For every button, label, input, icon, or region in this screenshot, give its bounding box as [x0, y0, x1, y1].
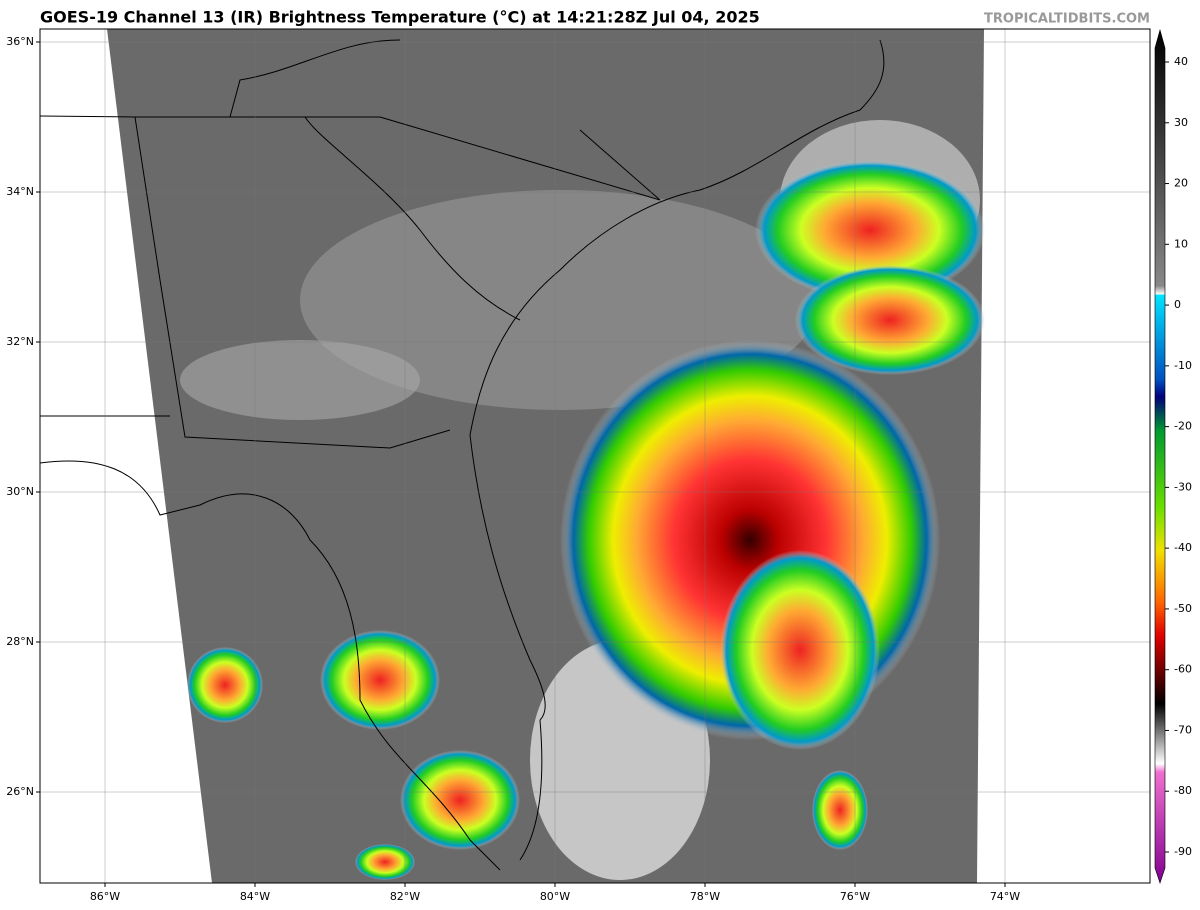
colorbar-tick-label: -20 — [1174, 420, 1192, 433]
graticule — [36, 29, 1150, 887]
lon-tick-label: 84°W — [240, 890, 270, 903]
lat-tick-label: 28°N — [6, 635, 34, 648]
map-frame — [39, 28, 1151, 884]
lat-tick-label: 26°N — [6, 785, 34, 798]
colorbar-tick-label: -30 — [1174, 480, 1192, 493]
colorbar-tick-label: 10 — [1174, 237, 1188, 250]
colorbar-tick-label: -80 — [1174, 784, 1192, 797]
colorbar — [1154, 28, 1166, 884]
colorbar-tick-label: -90 — [1174, 845, 1192, 858]
colorbar-tick-label: -70 — [1174, 723, 1192, 736]
colorbar-tick-label: 40 — [1174, 55, 1188, 68]
colorbar-tick-label: -40 — [1174, 541, 1192, 554]
lon-tick-label: 74°W — [990, 890, 1020, 903]
lat-tick-label: 36°N — [6, 35, 34, 48]
title: GOES-19 Channel 13 (IR) Brightness Tempe… — [40, 8, 760, 27]
colorbar-tick-label: -60 — [1174, 663, 1192, 676]
lon-tick-label: 86°W — [90, 890, 120, 903]
lat-tick-label: 34°N — [6, 185, 34, 198]
lon-tick-label: 76°W — [840, 890, 870, 903]
watermark: TROPICALTIDBITS.COM — [984, 12, 1150, 27]
lon-tick-label: 82°W — [390, 890, 420, 903]
lon-tick-label: 80°W — [540, 890, 570, 903]
satellite-image — [40, 29, 1150, 883]
colorbar-tick-label: 30 — [1174, 116, 1188, 129]
colorbar-tick-label: -10 — [1174, 359, 1192, 372]
colorbar-tick-label: 20 — [1174, 177, 1188, 190]
lon-tick-label: 78°W — [690, 890, 720, 903]
lat-tick-label: 32°N — [6, 335, 34, 348]
lat-tick-label: 30°N — [6, 485, 34, 498]
colorbar-tick-label: 0 — [1174, 298, 1181, 311]
colorbar-tick-label: -50 — [1174, 602, 1192, 615]
